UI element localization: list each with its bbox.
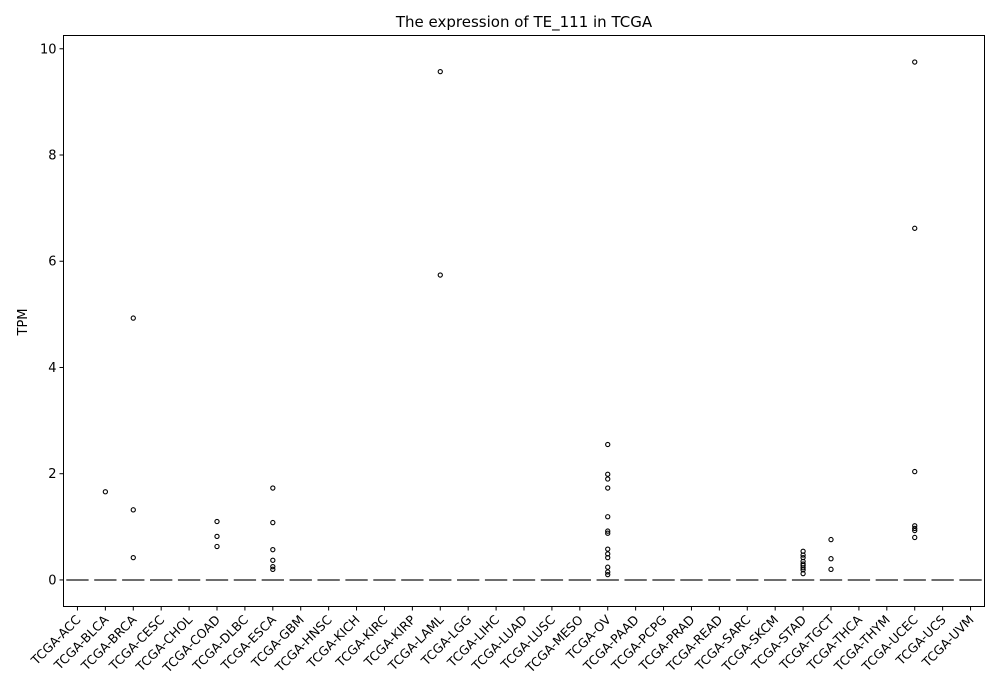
- outlier-point: [605, 554, 611, 561]
- outlier-point: [437, 272, 443, 278]
- outlier-point: [605, 564, 611, 570]
- x-axis-ticks: TCGA-ACCTCGA-BLCATCGA-BRCATCGA-CESCTCGA-…: [27, 606, 977, 676]
- outlier-point: [270, 566, 276, 572]
- outlier-point: [214, 543, 220, 550]
- outlier-point: [605, 530, 611, 536]
- outlier-point: [214, 533, 220, 540]
- outlier-point: [270, 485, 276, 491]
- outlier-point: [605, 476, 611, 482]
- outlier-point: [828, 536, 834, 543]
- outlier-point: [270, 519, 276, 526]
- plot-frame: [63, 35, 985, 607]
- y-tick-label: 4: [48, 361, 56, 376]
- y-tick-label: 2: [48, 467, 56, 482]
- outlier-point: [270, 547, 276, 553]
- outlier-point: [605, 528, 611, 534]
- outlier-point: [912, 523, 918, 529]
- outlier-point: [605, 569, 611, 575]
- y-tick-label: 6: [48, 255, 56, 270]
- outlier-point: [437, 68, 443, 75]
- outlier-point: [130, 554, 136, 561]
- y-tick-label: 10: [40, 42, 57, 57]
- chart-title: The expression of TE_111 in TCGA: [395, 13, 653, 32]
- outlier-point: [270, 557, 276, 563]
- outlier-point: [130, 315, 136, 321]
- outlier-point: [605, 546, 611, 552]
- y-tick-label: 0: [48, 573, 56, 588]
- outlier-point: [912, 225, 918, 231]
- outlier-point: [800, 565, 806, 571]
- outlier-point: [605, 485, 611, 491]
- outlier-point: [912, 468, 918, 475]
- outlier-point: [605, 514, 611, 520]
- outlier-point: [828, 556, 834, 562]
- y-axis-ticks: 0 2 4 6 8 10: [40, 42, 64, 588]
- outlier-point: [828, 566, 834, 572]
- outlier-point: [102, 489, 109, 495]
- y-tick-label: 8: [48, 149, 56, 164]
- outlier-points: [102, 59, 918, 578]
- outlier-point: [800, 570, 806, 577]
- outlier-point: [605, 441, 611, 448]
- y-axis-label: TPM: [16, 309, 31, 337]
- outlier-point: [912, 525, 918, 532]
- outlier-point: [605, 571, 611, 578]
- outlier-point: [270, 564, 276, 570]
- outlier-point: [912, 59, 918, 65]
- outlier-point: [912, 527, 918, 534]
- outlier-point: [214, 518, 220, 525]
- outlier-point: [912, 534, 918, 541]
- outlier-point: [130, 507, 136, 513]
- outlier-point: [605, 471, 611, 477]
- outlier-point: [800, 552, 806, 558]
